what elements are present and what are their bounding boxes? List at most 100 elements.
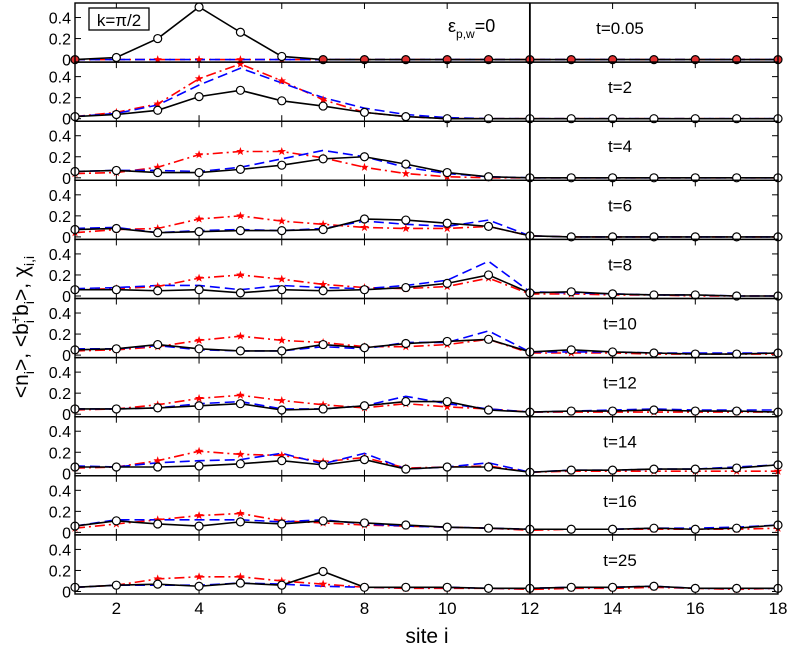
n-marker <box>442 396 452 407</box>
n-marker <box>277 456 287 466</box>
n-marker <box>153 403 163 413</box>
chi-marker <box>318 219 328 228</box>
panel-3: 0 0.2 0.4 t=4 <box>49 120 783 188</box>
y-tick-label: 0 <box>62 407 71 424</box>
n-marker <box>277 580 287 590</box>
chi-marker <box>277 274 287 283</box>
n-marker <box>566 287 576 297</box>
chi-marker <box>277 576 287 585</box>
y-tick-label: 0 <box>62 525 71 542</box>
chi-marker <box>236 55 245 64</box>
chi-marker <box>194 572 204 581</box>
n-marker <box>153 579 163 589</box>
chi-marker <box>442 402 452 411</box>
n-marker <box>277 346 287 356</box>
n-marker <box>607 465 618 475</box>
chi-marker <box>194 214 204 223</box>
y-tick-label: 0.2 <box>49 268 71 285</box>
panel-frame <box>74 61 779 122</box>
n-marker <box>401 520 411 530</box>
series-line-bb <box>74 149 778 179</box>
n-marker <box>690 524 700 534</box>
series-line-chi <box>74 512 779 532</box>
n-marker <box>607 582 618 592</box>
y-tick-label: 0.4 <box>49 11 71 28</box>
n-marker <box>277 96 287 106</box>
series-line-n <box>75 400 779 413</box>
n-marker <box>401 464 411 474</box>
chi-marker <box>360 162 369 171</box>
chi-marker <box>153 282 162 291</box>
y-tick-label: 0.2 <box>49 386 71 403</box>
chi-marker <box>277 396 287 405</box>
n-marker <box>359 455 370 465</box>
panel-time-label: t=4 <box>608 137 632 156</box>
series-line-chi <box>74 150 778 179</box>
n-marker <box>690 583 700 593</box>
n-marker <box>566 465 576 475</box>
y-axis-label: <ni>, <bi+bi>, χi,i <box>7 256 37 398</box>
chi-marker <box>401 169 411 178</box>
n-marker <box>277 51 287 62</box>
series-line-bb <box>74 67 778 120</box>
n-marker <box>442 522 452 532</box>
chi-marker <box>318 95 328 104</box>
panel-time-label: t=25 <box>603 551 637 570</box>
n-marker <box>318 154 328 164</box>
n-marker <box>483 583 494 593</box>
n-marker <box>401 111 411 122</box>
n-marker <box>483 221 494 231</box>
chi-marker <box>318 400 328 409</box>
panel-1: 0 0.2 0.4 t=0.05 <box>49 2 783 70</box>
n-marker <box>194 285 204 295</box>
n-marker <box>483 405 494 415</box>
n-marker <box>732 523 742 533</box>
n-marker <box>732 406 742 416</box>
chi-marker <box>194 335 204 345</box>
n-marker <box>111 223 121 234</box>
n-marker <box>235 517 246 527</box>
n-marker <box>401 282 411 293</box>
chi-marker <box>277 335 287 345</box>
series-line-n <box>74 570 778 590</box>
n-marker <box>401 159 411 169</box>
chi-marker <box>236 508 245 518</box>
n-marker <box>359 214 370 224</box>
y-tick-label: 0.2 <box>49 327 71 344</box>
n-marker <box>732 349 742 359</box>
n-marker <box>649 405 659 415</box>
chi-marker <box>153 162 162 171</box>
n-marker <box>153 519 163 529</box>
y-tick-label: 0.4 <box>49 70 71 87</box>
n-marker <box>566 406 576 416</box>
n-marker <box>194 92 204 102</box>
chi-marker <box>153 99 162 108</box>
x-tick-label: 2 <box>112 599 121 618</box>
series-line-chi <box>74 215 778 238</box>
n-marker <box>153 339 163 350</box>
n-marker <box>401 582 411 592</box>
n-marker <box>153 167 163 178</box>
chi-marker <box>153 55 162 64</box>
n-marker <box>235 27 246 37</box>
n-marker <box>359 107 370 117</box>
n-marker <box>194 521 204 531</box>
panel-time-label: t=2 <box>608 78 632 97</box>
x-tick-label: 12 <box>520 599 539 618</box>
n-marker <box>235 288 246 298</box>
y-tick-label: 0 <box>62 585 71 602</box>
series-line-n <box>74 218 778 238</box>
n-marker <box>111 516 121 526</box>
y-tick-label: 0 <box>62 348 71 365</box>
chi-marker <box>236 59 245 68</box>
y-tick-label: 0 <box>62 53 71 70</box>
n-marker <box>235 399 246 409</box>
eps-tail: =0 <box>475 16 496 36</box>
panel-frame <box>74 356 779 418</box>
n-marker <box>111 462 121 472</box>
n-marker <box>111 344 121 354</box>
series-line-n <box>74 89 778 120</box>
y-tick-label: 0.4 <box>49 129 71 146</box>
n-marker <box>359 152 370 162</box>
series-line-n <box>74 6 778 61</box>
